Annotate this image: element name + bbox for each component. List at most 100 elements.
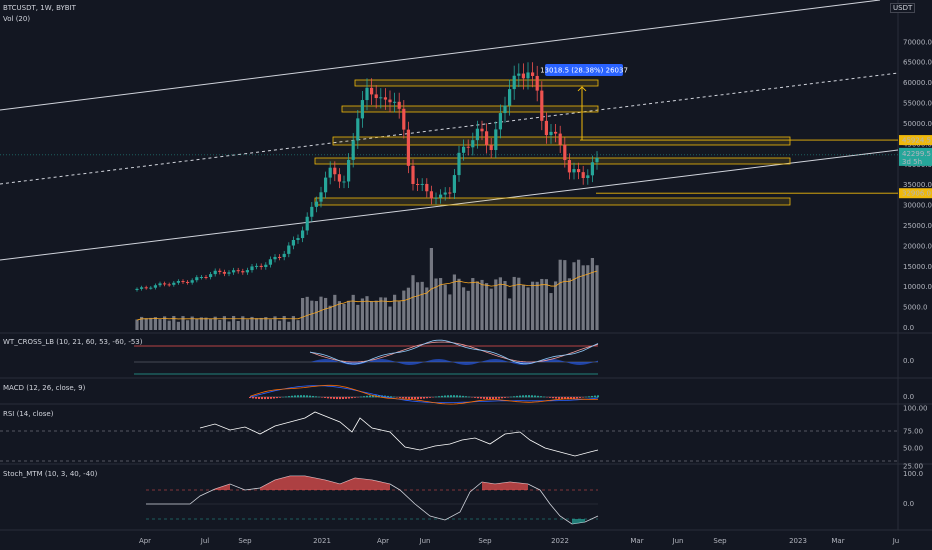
macd-histogram-bar bbox=[588, 396, 590, 398]
macd-histogram-bar bbox=[399, 397, 401, 398]
candle bbox=[558, 133, 562, 145]
macd-histogram-bar bbox=[438, 396, 440, 398]
macd-histogram-bar bbox=[252, 397, 254, 399]
candle bbox=[278, 256, 282, 258]
candle bbox=[494, 129, 498, 151]
candle bbox=[485, 131, 489, 146]
candle bbox=[577, 169, 581, 173]
macd-histogram-bar bbox=[591, 395, 593, 398]
volume-bar bbox=[374, 300, 378, 330]
volume-bar bbox=[379, 297, 383, 330]
candle bbox=[365, 87, 369, 101]
candle bbox=[337, 174, 341, 182]
macd-line bbox=[249, 385, 599, 404]
time-tick-label: 2021 bbox=[313, 537, 331, 545]
volume-bar bbox=[494, 279, 498, 330]
rsi-axis-tick: 50.00 bbox=[903, 445, 923, 453]
candle bbox=[255, 265, 259, 267]
volume-bar bbox=[383, 297, 387, 330]
volume-bar bbox=[232, 316, 236, 330]
macd-histogram-bar bbox=[504, 397, 506, 398]
candle bbox=[531, 72, 535, 76]
candle bbox=[590, 162, 594, 176]
macd-histogram-bar bbox=[417, 397, 419, 400]
candle bbox=[379, 97, 383, 99]
macd-histogram-bar bbox=[468, 396, 470, 398]
candle bbox=[572, 169, 576, 173]
macd-histogram-bar bbox=[444, 395, 446, 398]
volume-bar bbox=[181, 316, 185, 330]
macd-label: MACD (12, 26, close, 9) bbox=[3, 384, 86, 392]
measure-arrow-icon bbox=[577, 86, 587, 92]
candle bbox=[245, 270, 249, 273]
macd-histogram-bar bbox=[291, 395, 293, 398]
volume-bar bbox=[287, 321, 291, 330]
macd-histogram-bar bbox=[327, 397, 329, 399]
macd-histogram-bar bbox=[483, 397, 485, 399]
symbol-title: BTCUSDT, 1W, BYBIT bbox=[3, 4, 76, 12]
volume-bar bbox=[402, 290, 406, 330]
volume-bar bbox=[167, 320, 171, 330]
candle bbox=[439, 194, 443, 198]
volume-bar bbox=[351, 294, 355, 330]
price-tick-label: 10000.0 bbox=[903, 283, 932, 291]
candle bbox=[549, 131, 553, 136]
currency-tag[interactable]: USDT bbox=[890, 3, 916, 13]
volume-bar bbox=[199, 317, 203, 330]
macd-histogram-bar bbox=[285, 396, 287, 398]
volume-bar bbox=[163, 316, 167, 330]
macd-histogram-bar bbox=[495, 397, 497, 399]
candle bbox=[250, 266, 254, 271]
macd-histogram-bar bbox=[378, 395, 380, 398]
macd-histogram-bar bbox=[363, 396, 365, 398]
candle bbox=[144, 287, 148, 289]
macd-histogram-bar bbox=[297, 395, 299, 398]
candle bbox=[167, 284, 171, 286]
macd-histogram-bar bbox=[249, 397, 251, 399]
macd-histogram-bar bbox=[411, 397, 413, 400]
candle bbox=[222, 271, 226, 274]
wt2-line bbox=[309, 339, 599, 365]
candle bbox=[466, 146, 470, 148]
volume-bar bbox=[439, 278, 443, 330]
volume-bar bbox=[250, 316, 254, 330]
macd-histogram-bar bbox=[582, 397, 584, 398]
volume-bar bbox=[342, 303, 346, 330]
volume-bar bbox=[577, 259, 581, 330]
macd-histogram-bar bbox=[579, 397, 581, 398]
macd-histogram-bar bbox=[474, 397, 476, 398]
volume-bar bbox=[204, 317, 208, 330]
volume-bar bbox=[195, 318, 199, 330]
macd-histogram-bar bbox=[258, 397, 260, 399]
macd-histogram-bar bbox=[447, 395, 449, 398]
candle bbox=[498, 113, 502, 130]
candle bbox=[351, 140, 355, 160]
price-zone bbox=[341, 105, 599, 113]
macd-histogram-bar bbox=[276, 397, 278, 399]
volume-bar bbox=[241, 316, 245, 330]
candle bbox=[512, 75, 516, 90]
candle bbox=[425, 183, 429, 192]
candle bbox=[443, 192, 447, 195]
volume-bar bbox=[448, 294, 452, 330]
candle bbox=[199, 276, 203, 278]
measure-label: 13018.5 (28.38%) 26037 bbox=[540, 67, 628, 75]
volume-bar bbox=[388, 306, 392, 330]
volume-bar bbox=[227, 321, 231, 330]
macd-histogram-bar bbox=[462, 395, 464, 398]
macd-histogram-bar bbox=[333, 397, 335, 399]
volume-bar bbox=[512, 276, 516, 330]
stoch-oversold-fill bbox=[572, 519, 585, 524]
macd-histogram-bar bbox=[516, 395, 518, 398]
candle bbox=[544, 120, 548, 136]
volume-bar bbox=[475, 281, 479, 330]
candle bbox=[360, 100, 364, 119]
volume-bar bbox=[347, 300, 351, 330]
macd-histogram-bar bbox=[372, 395, 374, 398]
macd-histogram-bar bbox=[537, 395, 539, 398]
candle bbox=[333, 167, 337, 175]
candle bbox=[374, 94, 378, 99]
macd-histogram-bar bbox=[450, 395, 452, 398]
macd-histogram-bar bbox=[528, 395, 530, 398]
